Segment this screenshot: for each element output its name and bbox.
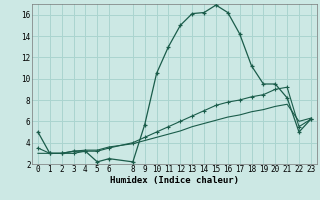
X-axis label: Humidex (Indice chaleur): Humidex (Indice chaleur) <box>110 176 239 185</box>
